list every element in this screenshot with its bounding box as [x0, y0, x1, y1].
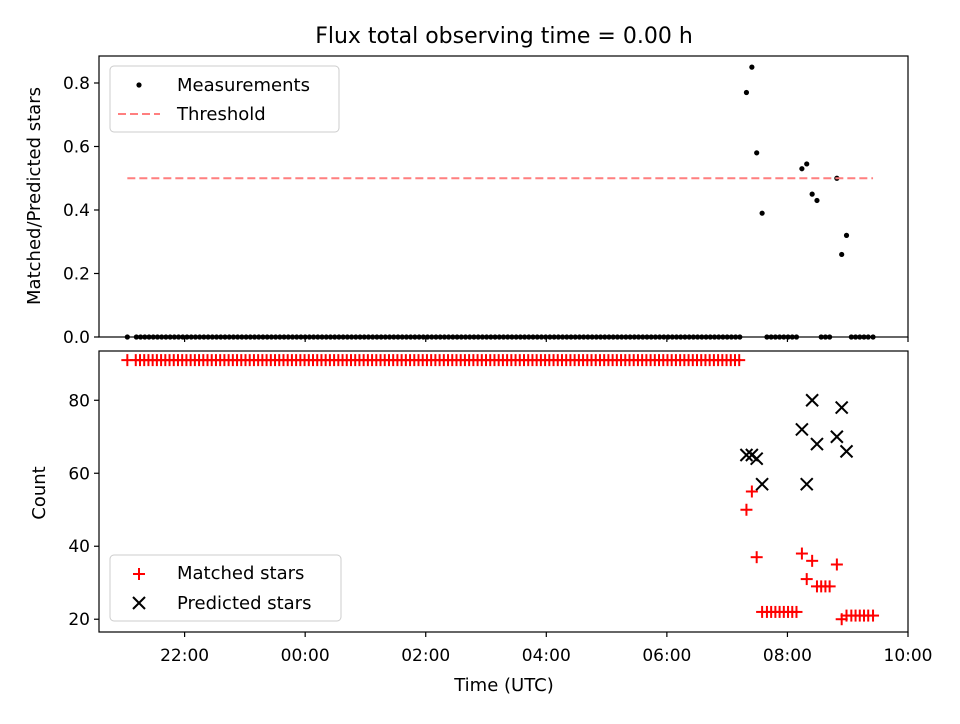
predicted-star-point	[834, 400, 849, 415]
matched-star-point	[800, 573, 813, 586]
bottom-y-axis-label: Count	[29, 466, 50, 519]
y-tick-label: 80	[68, 391, 90, 411]
top-axes-frame	[98, 55, 909, 338]
top-panel: Flux total observing time = 0.00 h Match…	[24, 24, 909, 348]
predicted-star-point	[839, 444, 854, 459]
predicted-star-point	[755, 477, 769, 491]
predicted-star-point	[810, 437, 824, 451]
legend-matched-marker	[133, 568, 145, 580]
matched-star-point	[823, 580, 836, 593]
y-tick-label: 0.6	[63, 137, 90, 157]
y-tick-label: 0.0	[63, 328, 90, 348]
y-tick-label: 40	[68, 537, 90, 557]
predicted-star-point	[739, 448, 754, 462]
legend-measurements-label: Measurements	[177, 75, 310, 96]
chart-title: Flux total observing time = 0.00 h	[315, 24, 693, 49]
measurement-point	[749, 64, 755, 70]
bottom-legend: Matched stars Predicted stars	[109, 554, 342, 622]
y-tick-label: 20	[68, 610, 90, 630]
x-tick-label: 22:00	[160, 646, 209, 666]
y-tick-label: 0.8	[63, 74, 90, 94]
matched-star-point	[750, 551, 763, 564]
x-axis-label: Time (UTC)	[453, 675, 554, 696]
matched-star-point	[806, 554, 819, 567]
legend-predicted-marker	[132, 596, 146, 610]
y-tick-label: 60	[68, 464, 90, 484]
top-y-ticks: 0.0 0.2 0.4 0.6 0.8	[63, 74, 99, 348]
x-tick-label: 08:00	[763, 646, 812, 666]
x-tick-label: 00:00	[281, 646, 330, 666]
measurement-point	[809, 191, 815, 197]
measurement-point	[804, 161, 810, 167]
matched-star-point	[745, 485, 758, 498]
measurement-point	[754, 150, 760, 156]
predicted-star-point	[830, 430, 844, 444]
bottom-axes-frame	[98, 350, 909, 633]
top-legend-box	[109, 65, 340, 133]
measurement-point	[759, 210, 765, 216]
bottom-plot-area	[121, 354, 880, 626]
y-tick-label: 0.2	[63, 264, 90, 284]
measurement-point	[839, 251, 845, 258]
top-legend: Measurements Threshold	[109, 65, 340, 133]
top-x-ticks	[184, 337, 909, 342]
predicted-star-point	[800, 477, 814, 491]
bottom-x-ticks: 22:00 00:00 02:00 04:00 06:00 08:00 10:00	[160, 632, 933, 666]
predicted-star-point	[795, 422, 809, 437]
matched-star-point	[830, 558, 843, 571]
predicted-star-point	[805, 393, 819, 407]
top-y-axis-label: Matched/Predicted stars	[24, 87, 45, 305]
legend-threshold-label: Threshold	[176, 104, 266, 125]
matched-star-point	[795, 547, 808, 560]
predicted-star-point	[749, 451, 764, 466]
measurement-point	[799, 166, 805, 172]
measurement-point	[843, 232, 850, 238]
measurement-point	[743, 89, 750, 96]
measurement-point	[814, 197, 820, 204]
legend-predicted-label: Predicted stars	[177, 593, 311, 614]
matched-star-point	[867, 609, 880, 622]
matched-star-point	[740, 503, 753, 516]
x-tick-label: 10:00	[884, 646, 933, 666]
x-tick-label: 04:00	[522, 646, 571, 666]
bottom-legend-box	[109, 554, 342, 622]
matched-star-point	[733, 354, 746, 367]
bottom-panel: Count Time (UTC) 20 40 60 80 22:00 00:00 02:0…	[29, 350, 933, 696]
legend-measurements-marker	[136, 82, 142, 88]
x-tick-label: 02:00	[401, 646, 450, 666]
matched-star-point	[790, 605, 803, 618]
bottom-y-ticks: 20 40 60 80	[68, 391, 99, 630]
x-tick-label: 06:00	[642, 646, 691, 666]
legend-matched-label: Matched stars	[177, 563, 304, 584]
y-tick-label: 0.4	[63, 201, 90, 221]
